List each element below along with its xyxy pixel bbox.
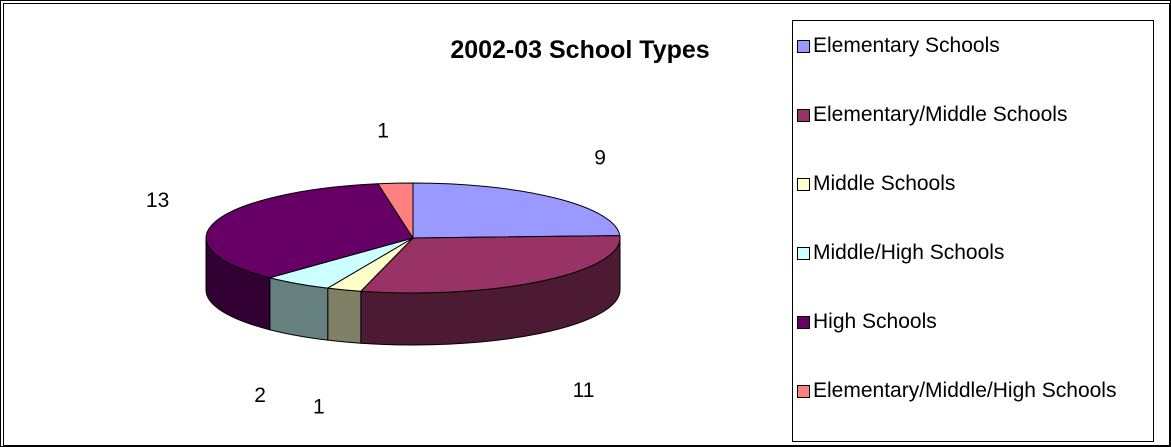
data-label-elementary-middle-high-schools: 1 [377, 119, 389, 142]
legend-label: Elementary/Middle/High Schools [813, 379, 1117, 402]
pie-sides [205, 237, 621, 346]
pie-tops [205, 182, 621, 294]
chart-title: 2002-03 School Types [450, 36, 710, 64]
pie-slice-elementary-schools [412, 182, 621, 239]
pie-slice-elementary-middle-schools [359, 235, 621, 294]
pie-side-middle-schools [327, 287, 362, 344]
legend-item-elementary-middle-schools: Elementary/Middle Schools [793, 102, 1148, 128]
legend-swatch [797, 109, 810, 122]
legend-item-elementary-middle-high-schools: Elementary/Middle/High Schools [793, 378, 1148, 404]
data-label-elementary-schools: 9 [594, 147, 606, 170]
legend-swatch [797, 247, 810, 260]
legend-swatch [797, 385, 810, 398]
legend-item-middle-schools: Middle Schools [793, 171, 1148, 197]
data-label-high-schools: 13 [146, 189, 169, 212]
legend-label: Elementary/Middle Schools [813, 103, 1068, 126]
legend-label: Middle Schools [813, 172, 956, 195]
data-label-middle-schools: 1 [313, 395, 325, 418]
legend-item-middle-high-schools: Middle/High Schools [793, 240, 1148, 266]
pie-slice-elementary-middle-high-schools [377, 182, 414, 240]
legend-label: Middle/High Schools [813, 241, 1005, 264]
chart-area [3, 3, 1170, 446]
legend-label: High Schools [813, 310, 937, 333]
legend-item-high-schools: High Schools [793, 309, 1148, 335]
legend-swatch [797, 316, 810, 329]
data-label-elementary-middle-schools: 11 [573, 379, 595, 402]
data-label-middle-high-schools: 2 [254, 384, 266, 407]
legend-label: Elementary Schools [813, 34, 1000, 57]
pie-slice-high-schools [205, 183, 414, 279]
legend-swatch [797, 40, 810, 53]
legend-item-elementary-schools: Elementary Schools [793, 33, 1148, 59]
legend: Elementary Schools Elementary/Middle Scho… [792, 20, 1154, 442]
legend-swatch [797, 178, 810, 191]
